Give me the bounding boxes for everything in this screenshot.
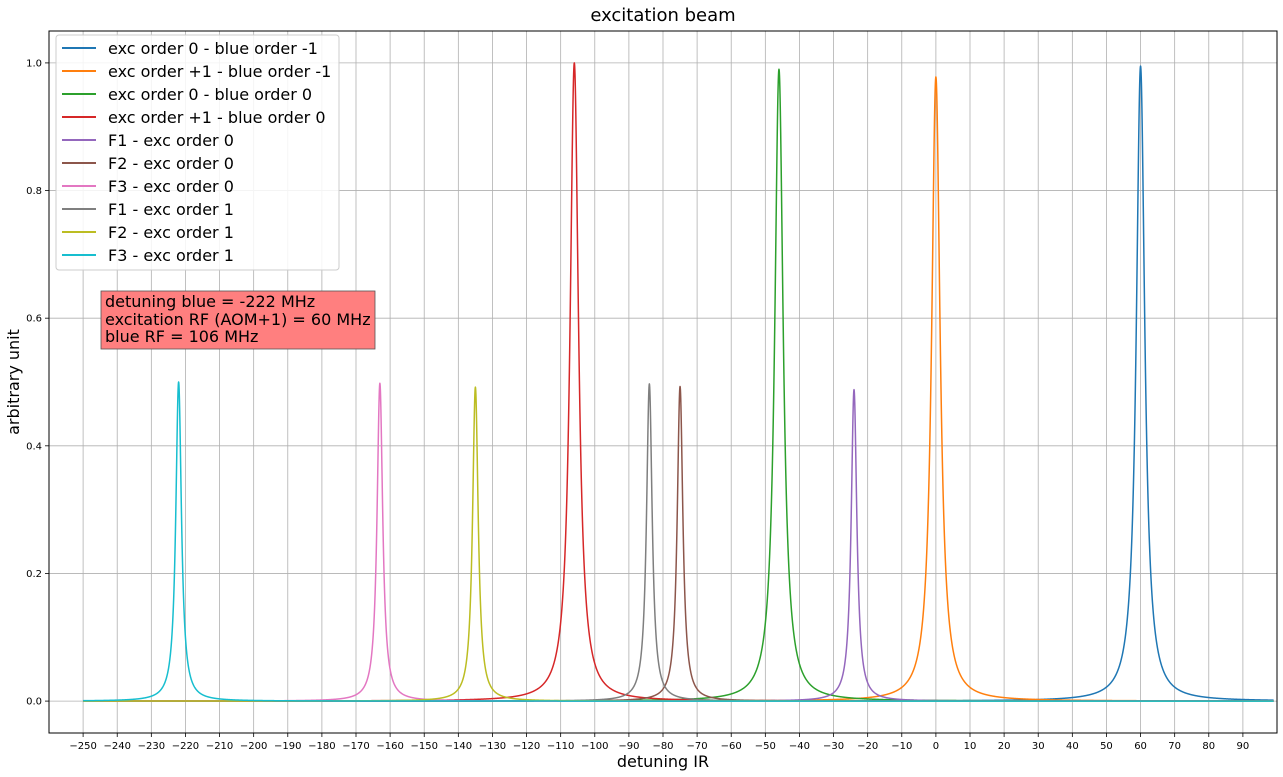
x-tick-label: −20 bbox=[857, 741, 878, 752]
legend: exc order 0 - blue order -1 exc order +1 … bbox=[55, 34, 340, 271]
x-tick-label: −210 bbox=[206, 741, 233, 752]
y-tick-label: 0.8 bbox=[26, 186, 42, 197]
y-axis-title: arbitrary unit bbox=[4, 329, 23, 435]
x-tick-label: −30 bbox=[823, 741, 844, 752]
legend-label: F1 - exc order 0 bbox=[108, 131, 234, 150]
plot-lines bbox=[82, 62, 1275, 702]
x-tick-label: −90 bbox=[618, 741, 639, 752]
y-tick-label: 0.6 bbox=[26, 314, 42, 325]
x-tick-label: −190 bbox=[274, 741, 301, 752]
legend-label: F3 - exc order 0 bbox=[108, 177, 234, 196]
x-tick-label: 70 bbox=[1168, 741, 1181, 752]
x-tick-label: −160 bbox=[376, 741, 403, 752]
x-tick-label: 90 bbox=[1237, 741, 1250, 752]
x-tick-label: 60 bbox=[1134, 741, 1147, 752]
y-tick-label: 0.2 bbox=[26, 569, 42, 580]
y-tick-label: 0.0 bbox=[26, 697, 42, 708]
x-tick-label: −40 bbox=[789, 741, 810, 752]
x-tick-label: −50 bbox=[755, 741, 776, 752]
legend-label: F1 - exc order 1 bbox=[108, 200, 234, 219]
x-tick-label: −240 bbox=[103, 741, 130, 752]
x-tick-label: −230 bbox=[138, 741, 165, 752]
legend-label: exc order +1 - blue order 0 bbox=[108, 108, 326, 127]
chart-title: excitation beam bbox=[590, 5, 735, 26]
x-tick-label: −110 bbox=[547, 741, 574, 752]
x-tick-label: 0 bbox=[933, 741, 939, 752]
series-line bbox=[82, 381, 1275, 702]
x-tick-label: −60 bbox=[721, 741, 742, 752]
x-tick-label: −10 bbox=[891, 741, 912, 752]
x-tick-label: −100 bbox=[581, 741, 608, 752]
x-tick-label: 10 bbox=[964, 741, 977, 752]
x-axis-title: detuning IR bbox=[617, 752, 709, 771]
x-tick-label: −200 bbox=[240, 741, 267, 752]
legend-label: F2 - exc order 1 bbox=[108, 223, 234, 242]
legend-label: F3 - exc order 1 bbox=[108, 246, 234, 265]
annotation-line: detuning blue = -222 MHz bbox=[105, 292, 315, 311]
legend-label: exc order 0 - blue order 0 bbox=[108, 85, 312, 104]
annotation-background bbox=[100, 290, 376, 350]
legend-box bbox=[55, 34, 340, 271]
x-tick-label: −170 bbox=[342, 741, 369, 752]
x-tick-label: 80 bbox=[1202, 741, 1215, 752]
annotation-line: excitation RF (AOM+1) = 60 MHz bbox=[105, 310, 371, 329]
x-tick-label: −250 bbox=[69, 741, 96, 752]
x-tick-label: −180 bbox=[308, 741, 335, 752]
annotation-box: detuning blue = -222 MHz excitation RF (… bbox=[100, 290, 376, 350]
x-tick-label: 20 bbox=[998, 741, 1011, 752]
x-tick-label: −80 bbox=[652, 741, 673, 752]
y-tick-label: 1.0 bbox=[26, 58, 42, 69]
x-tick-label: −140 bbox=[445, 741, 472, 752]
legend-label: F2 - exc order 0 bbox=[108, 154, 234, 173]
y-axis-ticks: 0.0 0.2 0.4 0.6 0.8 1.0 bbox=[26, 58, 49, 708]
x-axis-ticks: −250 −240 −230 −220 −210 −200 −190 −180 −170 −160… bbox=[69, 733, 1249, 752]
x-tick-label: 30 bbox=[1032, 741, 1045, 752]
x-tick-label: −150 bbox=[410, 741, 437, 752]
series-line bbox=[82, 385, 1275, 702]
annotation-line: blue RF = 106 MHz bbox=[105, 327, 258, 346]
x-tick-label: 50 bbox=[1100, 741, 1113, 752]
x-tick-label: −70 bbox=[687, 741, 708, 752]
x-tick-label: −120 bbox=[513, 741, 540, 752]
x-tick-label: −130 bbox=[479, 741, 506, 752]
x-tick-label: −220 bbox=[172, 741, 199, 752]
legend-label: exc order 0 - blue order -1 bbox=[108, 39, 318, 58]
y-tick-label: 0.4 bbox=[26, 441, 42, 452]
x-tick-label: 40 bbox=[1066, 741, 1079, 752]
legend-label: exc order +1 - blue order -1 bbox=[108, 62, 331, 81]
